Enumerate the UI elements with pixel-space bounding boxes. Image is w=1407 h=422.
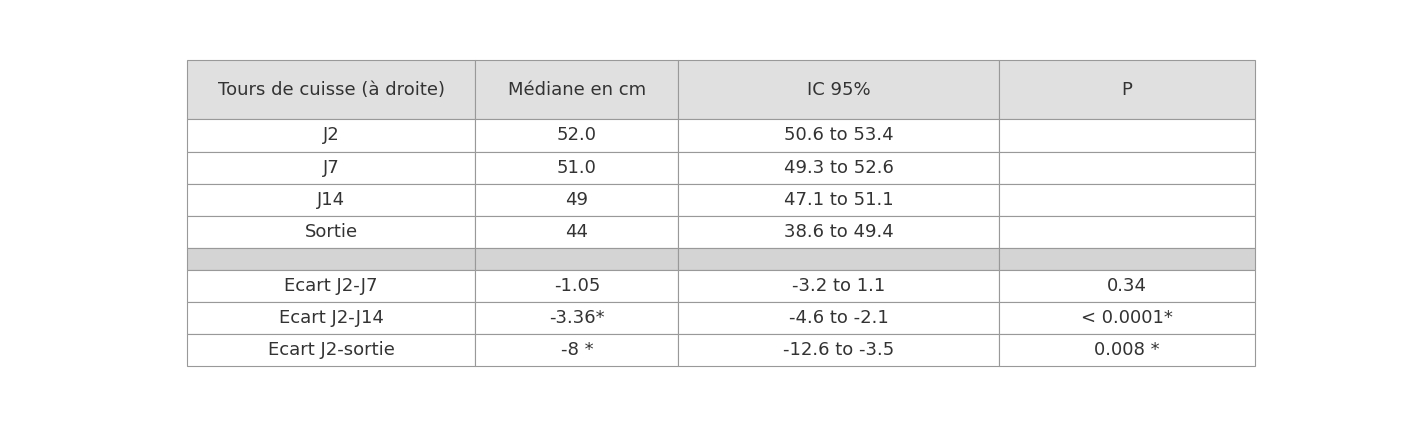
Bar	[476, 334, 678, 366]
Text: -4.6 to -2.1: -4.6 to -2.1	[789, 309, 888, 327]
Text: Ecart J2-sortie: Ecart J2-sortie	[267, 341, 394, 359]
Text: 44: 44	[566, 223, 588, 241]
Bar	[187, 184, 476, 216]
Bar	[476, 216, 678, 248]
Bar	[187, 270, 476, 302]
Bar	[187, 302, 476, 334]
Text: J7: J7	[322, 159, 339, 176]
Bar	[999, 270, 1255, 302]
Bar	[678, 248, 999, 270]
Text: -1.05: -1.05	[553, 277, 599, 295]
Bar	[187, 248, 476, 270]
Bar	[678, 270, 999, 302]
Bar	[476, 248, 678, 270]
Text: -8 *: -8 *	[560, 341, 594, 359]
Text: J2: J2	[322, 127, 339, 144]
Text: -3.2 to 1.1: -3.2 to 1.1	[792, 277, 885, 295]
Text: P: P	[1121, 81, 1133, 99]
Bar	[999, 151, 1255, 184]
Bar	[476, 151, 678, 184]
Bar	[999, 248, 1255, 270]
Text: Ecart J2-J7: Ecart J2-J7	[284, 277, 378, 295]
Bar	[187, 60, 476, 119]
Bar	[678, 60, 999, 119]
Text: Tours de cuisse (à droite): Tours de cuisse (à droite)	[218, 81, 445, 99]
Bar	[999, 302, 1255, 334]
Text: 0.008 *: 0.008 *	[1095, 341, 1159, 359]
Text: 50.6 to 53.4: 50.6 to 53.4	[784, 127, 893, 144]
Bar	[187, 216, 476, 248]
Text: 47.1 to 51.1: 47.1 to 51.1	[784, 191, 893, 208]
Bar	[187, 334, 476, 366]
Text: -3.36*: -3.36*	[549, 309, 605, 327]
Bar	[678, 302, 999, 334]
Bar	[678, 216, 999, 248]
Bar	[187, 151, 476, 184]
Text: 51.0: 51.0	[557, 159, 597, 176]
Bar	[999, 119, 1255, 151]
Bar	[678, 334, 999, 366]
Text: 52.0: 52.0	[557, 127, 597, 144]
Text: Médiane en cm: Médiane en cm	[508, 81, 646, 99]
Text: 38.6 to 49.4: 38.6 to 49.4	[784, 223, 893, 241]
Text: J14: J14	[317, 191, 345, 208]
Bar	[678, 151, 999, 184]
Text: Sortie: Sortie	[304, 223, 357, 241]
Bar	[476, 270, 678, 302]
Bar	[678, 184, 999, 216]
Bar	[476, 302, 678, 334]
Bar	[476, 184, 678, 216]
Bar	[999, 184, 1255, 216]
Bar	[999, 60, 1255, 119]
Bar	[476, 60, 678, 119]
Text: -12.6 to -3.5: -12.6 to -3.5	[784, 341, 895, 359]
Bar	[476, 119, 678, 151]
Text: Ecart J2-J14: Ecart J2-J14	[279, 309, 384, 327]
Bar	[999, 334, 1255, 366]
Bar	[678, 119, 999, 151]
Bar	[187, 119, 476, 151]
Text: IC 95%: IC 95%	[806, 81, 871, 99]
Bar	[999, 216, 1255, 248]
Text: < 0.0001*: < 0.0001*	[1081, 309, 1173, 327]
Text: 49.3 to 52.6: 49.3 to 52.6	[784, 159, 893, 176]
Text: 49: 49	[566, 191, 588, 208]
Text: 0.34: 0.34	[1107, 277, 1147, 295]
